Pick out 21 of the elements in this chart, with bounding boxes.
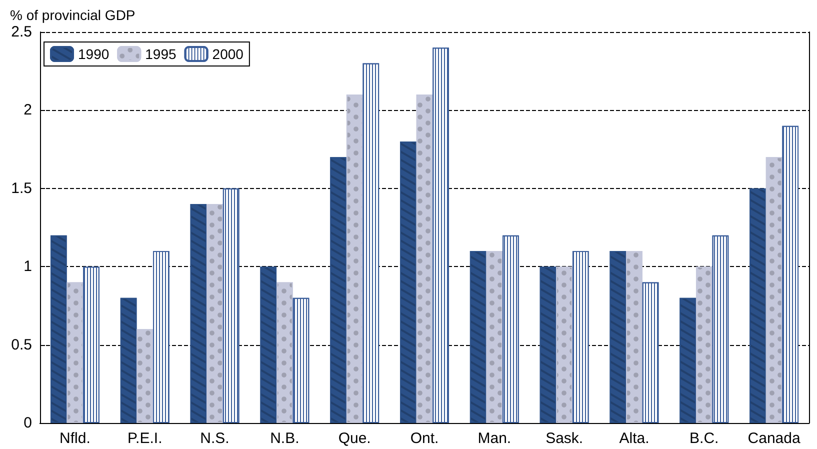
x-tick-label: Ont.: [410, 430, 439, 447]
y-tick-label: 1: [24, 258, 32, 276]
y-tick-label: 2: [24, 102, 32, 119]
x-tick-label: B.C.: [690, 430, 719, 447]
legend-label: 1990: [78, 46, 110, 62]
y-tick-label: 0.5: [11, 336, 32, 354]
y-tick-label: 0: [24, 414, 32, 432]
legend-label: 2000: [212, 46, 244, 62]
y-axis-title: % of provincial GDP: [10, 7, 136, 23]
x-tick-label: N.S.: [200, 430, 230, 447]
y-tick-label: 2.5: [11, 24, 32, 40]
x-tick-label: Nfld.: [60, 430, 90, 447]
legend-label: 1995: [145, 46, 177, 62]
x-tick-label: Alta.: [619, 430, 650, 447]
x-tick-label: Sask.: [546, 430, 584, 447]
y-tick-label: 1.5: [11, 180, 32, 197]
x-tick-label: Canada: [748, 430, 801, 447]
x-tick-label: P.E.I.: [127, 430, 162, 447]
x-tick-label: Man.: [478, 430, 512, 447]
x-tick-label: Que.: [338, 430, 371, 447]
x-tick-label: N.B.: [270, 430, 300, 447]
